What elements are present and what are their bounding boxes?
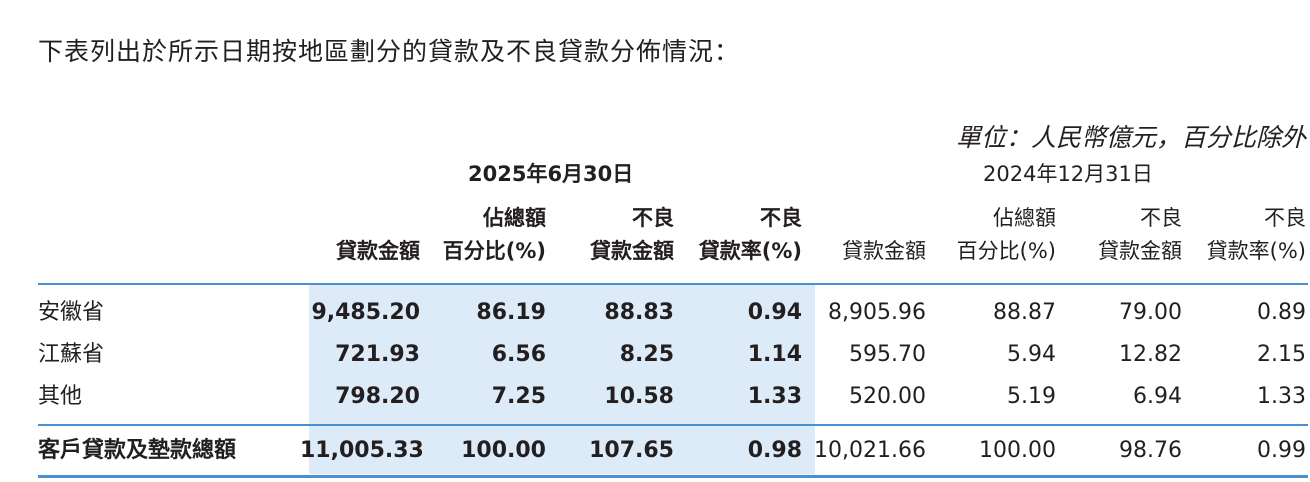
table-cell: 0.98 — [747, 438, 802, 463]
table-cell: 7.25 — [491, 384, 546, 409]
table-cell: 88.87 — [993, 300, 1056, 325]
table-cell: 100.00 — [979, 438, 1056, 463]
row-label-total: 客戶貸款及墊款總額 — [38, 438, 237, 463]
table-cell: 9,485.20 — [311, 300, 420, 325]
table-cell: 1.33 — [747, 384, 802, 409]
col-header-npl-amount-previous: 不良 貸款金額 — [1098, 206, 1182, 263]
table-cell: 0.94 — [747, 300, 802, 325]
table-cell: 10,021.66 — [814, 438, 926, 463]
col-header-loan-amount-previous: 貸款金額 — [842, 239, 926, 263]
table-cell: 11,005.33 — [300, 438, 424, 463]
row-label: 江蘇省 — [38, 342, 105, 367]
col-header-share-previous: 佔總額 百分比(%) — [956, 206, 1056, 263]
period-previous: 2024年12月31日 — [983, 162, 1153, 186]
col-header-loan-amount-current: 貸款金額 — [336, 239, 420, 263]
table-cell: 0.99 — [1257, 438, 1306, 463]
col-header-npl-ratio-current: 不良 貸款率(%) — [698, 206, 802, 263]
period-current: 2025年6月30日 — [468, 162, 634, 186]
table-cell: 0.89 — [1257, 300, 1306, 325]
table-cell: 88.83 — [604, 300, 674, 325]
table-cell: 2.15 — [1257, 342, 1306, 367]
table-cell: 595.70 — [849, 342, 926, 367]
table-cell: 98.76 — [1119, 438, 1182, 463]
table-cell: 6.56 — [491, 342, 546, 367]
table-cell: 8,905.96 — [828, 300, 926, 325]
table-cell: 10.58 — [604, 384, 674, 409]
table-cell: 100.00 — [461, 438, 546, 463]
col-header-share-current: 佔總額 百分比(%) — [442, 206, 546, 263]
unit-note: 單位：人民幣億元，百分比除外 — [955, 123, 1306, 152]
table-cell: 798.20 — [335, 384, 420, 409]
total-rule-top — [38, 424, 1308, 426]
header-rule — [38, 283, 1308, 285]
total-rule-bottom — [38, 475, 1308, 478]
table-cell: 107.65 — [589, 438, 674, 463]
table-cell: 79.00 — [1119, 300, 1182, 325]
table-cell: 86.19 — [476, 300, 546, 325]
table-cell: 5.94 — [1007, 342, 1056, 367]
row-label: 安徽省 — [38, 300, 105, 325]
table-cell: 8.25 — [619, 342, 674, 367]
table-cell: 520.00 — [849, 384, 926, 409]
table-cell: 1.33 — [1257, 384, 1306, 409]
table-cell: 6.94 — [1133, 384, 1182, 409]
table-cell: 5.19 — [1007, 384, 1056, 409]
table-intro: 下表列出於所示日期按地區劃分的貸款及不良貸款分佈情況： — [38, 37, 741, 66]
row-label: 其他 — [38, 384, 83, 409]
col-header-npl-ratio-previous: 不良 貸款率(%) — [1206, 206, 1306, 263]
table-cell: 1.14 — [747, 342, 802, 367]
col-header-npl-amount-current: 不良 貸款金額 — [590, 206, 674, 263]
current-period-highlight — [309, 284, 815, 474]
table-cell: 12.82 — [1119, 342, 1182, 367]
table-cell: 721.93 — [335, 342, 420, 367]
